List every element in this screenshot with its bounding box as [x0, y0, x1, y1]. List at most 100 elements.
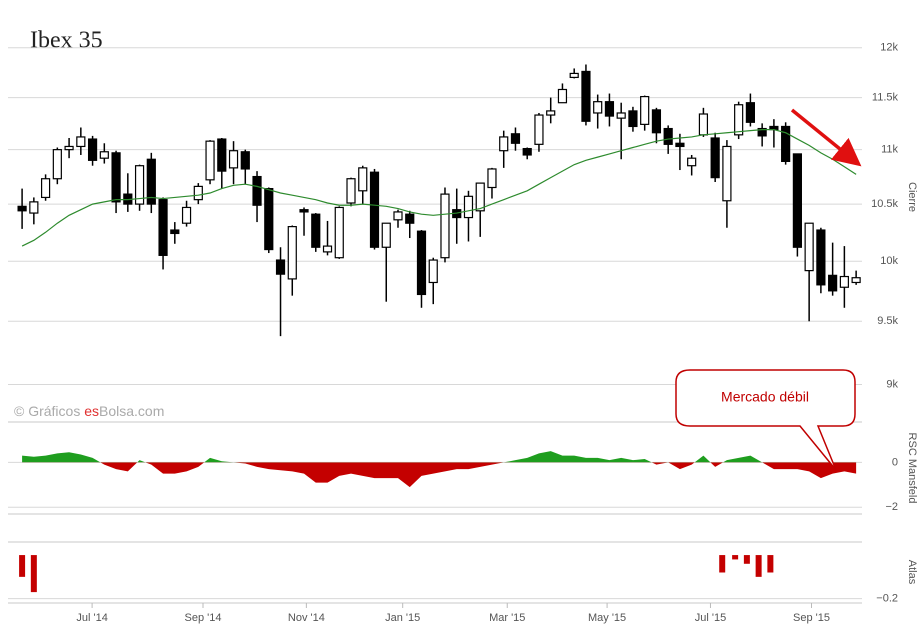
x-tick-label: Jul '15 — [695, 612, 726, 624]
candle-body — [134, 165, 145, 205]
candle-body — [593, 101, 603, 114]
candle-body — [40, 178, 51, 199]
candle-body — [698, 113, 709, 136]
candle-body — [757, 127, 767, 137]
candle-body — [828, 274, 838, 292]
candle-body — [17, 205, 27, 212]
candle-body — [616, 112, 626, 119]
candle-body — [240, 151, 250, 170]
candle-body — [275, 259, 286, 275]
candle-body — [29, 201, 39, 214]
watermark-part: Bolsa.com — [99, 403, 164, 419]
candle-body — [428, 259, 438, 284]
plots: 9k 9.5k 10k 10.5k 11k 11.5k 12k 0 −2 −0.2 Jul '14 S… — [8, 42, 898, 624]
candle-body — [663, 127, 673, 145]
x-tick-label: May '15 — [588, 612, 626, 624]
candle-body — [816, 229, 826, 286]
y-tick-label: 9k — [886, 378, 898, 390]
y-tick-label: −0.2 — [876, 593, 898, 605]
candle-body — [264, 187, 274, 251]
watermark: © Gráficos esBolsa.com — [14, 403, 164, 419]
x-tick-label: Sep '14 — [185, 612, 222, 624]
candle-body — [52, 149, 62, 180]
bar — [732, 555, 739, 560]
x-tick-label: Jul '14 — [76, 612, 107, 624]
candle-body — [487, 168, 497, 189]
candle-body — [510, 133, 521, 144]
y-tick-label: 0 — [892, 456, 898, 468]
area-negative — [100, 462, 857, 488]
candle-body — [804, 222, 814, 272]
candle-body — [416, 230, 427, 296]
candle-body — [792, 153, 802, 248]
bar — [767, 555, 774, 573]
candle-body — [628, 110, 638, 128]
candle-body — [170, 229, 180, 235]
bar — [719, 555, 726, 573]
candle-body — [440, 193, 450, 259]
candle-body — [252, 175, 262, 206]
candle-body — [463, 195, 474, 219]
candle-body — [299, 209, 309, 213]
candle-body — [87, 138, 98, 161]
candle-body — [205, 140, 215, 181]
candle-body — [581, 70, 591, 122]
chart-title: Ibex 35 — [30, 28, 103, 54]
candle-body — [745, 102, 756, 123]
y-tick-label: −2 — [885, 501, 898, 513]
x-tick-label: Mar '15 — [489, 612, 525, 624]
x-tick-label: Nov '14 — [288, 612, 325, 624]
watermark-part: es — [84, 403, 99, 419]
candle-body — [604, 101, 615, 117]
candle-body — [287, 226, 297, 280]
x-tick-label: Sep '15 — [793, 612, 830, 624]
candle-body — [334, 206, 344, 259]
candle-body — [687, 157, 697, 167]
y-tick-label: 9.5k — [877, 315, 898, 327]
candle-body — [146, 158, 156, 205]
candle-body — [546, 110, 556, 116]
bar — [30, 555, 37, 593]
bar — [743, 555, 750, 564]
candle-body — [228, 150, 239, 169]
candle-body — [722, 145, 732, 202]
candle-body — [405, 213, 415, 224]
trend-arrow — [790, 108, 862, 167]
candle-body — [311, 213, 321, 248]
candle-body — [675, 142, 685, 148]
candle-body — [358, 167, 368, 192]
candle-body — [76, 136, 86, 148]
candle-body — [522, 147, 532, 156]
bar — [755, 555, 762, 577]
y-axis-title: RSC Mansfeld — [906, 433, 918, 504]
watermark-part: © Gráficos — [14, 403, 84, 419]
y-tick-label: 11k — [881, 144, 898, 156]
candle-body — [181, 206, 192, 224]
callout — [675, 369, 856, 471]
x-tick-label: Jan '15 — [385, 612, 420, 624]
candle-body — [839, 275, 849, 288]
candle-body — [381, 222, 391, 248]
candle-body — [393, 211, 403, 221]
candle-body — [158, 199, 168, 256]
candle-body — [322, 245, 333, 253]
callout-text: Mercado débil — [721, 389, 809, 405]
candle-body — [475, 182, 485, 212]
candle-body — [499, 136, 509, 152]
y-axis-title: Cierre — [906, 182, 918, 212]
y-tick-label: 12k — [880, 42, 898, 54]
y-tick-label: 10k — [880, 255, 898, 267]
candle-body — [369, 171, 380, 248]
candle-body — [569, 72, 579, 79]
candle-body — [217, 138, 227, 172]
candle-body — [640, 95, 650, 125]
candle-body — [99, 151, 109, 159]
y-axis-title: Atlas — [906, 560, 918, 585]
candle-body — [851, 277, 861, 284]
moving-average — [21, 128, 857, 247]
candle-body — [346, 178, 356, 204]
candle-body — [710, 137, 720, 179]
candle-body — [111, 152, 121, 203]
candle-body — [734, 104, 744, 136]
